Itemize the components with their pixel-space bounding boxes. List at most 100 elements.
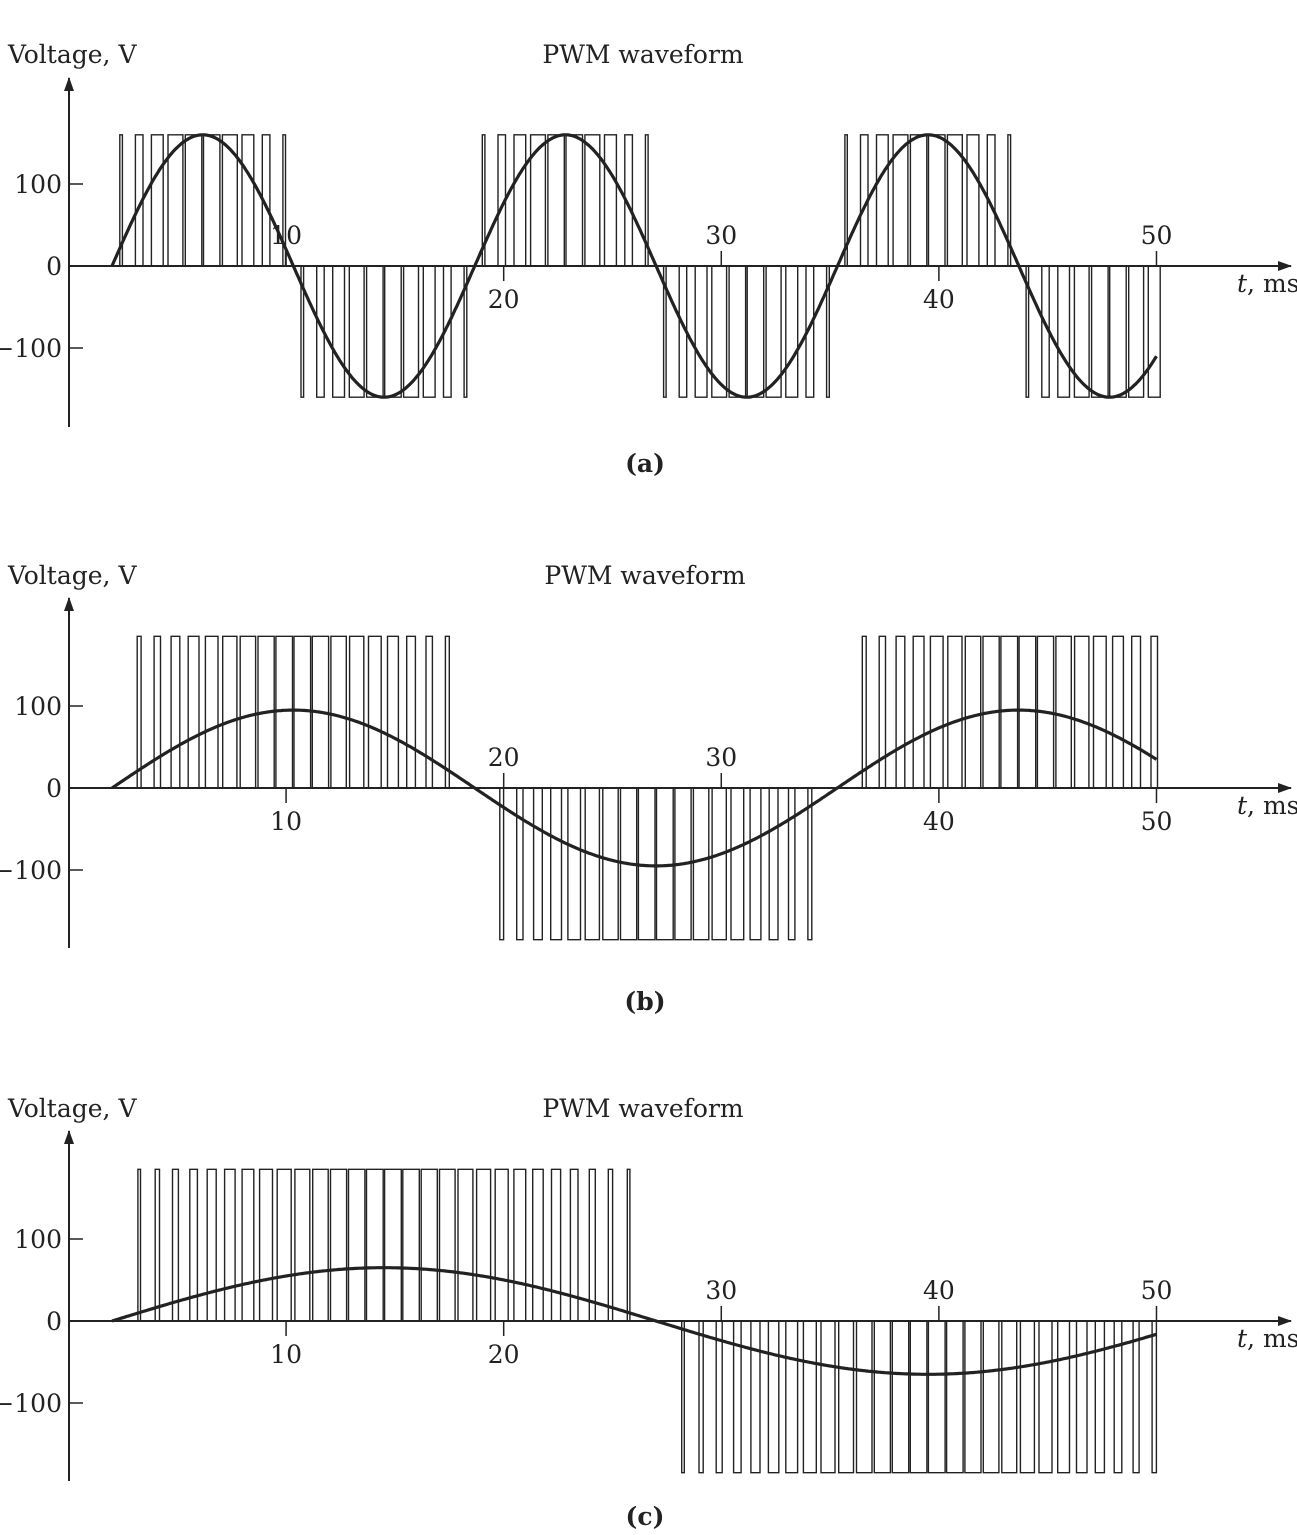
x-tick-label: 10 <box>270 807 302 836</box>
x-tick-label: 30 <box>705 221 737 250</box>
pwm-pulse <box>681 1321 685 1474</box>
pwm-pulse <box>365 266 384 398</box>
pwm-pulse <box>282 134 287 266</box>
sine-reference-curve <box>110 133 1158 399</box>
chart-title: PWM waveform <box>542 1094 744 1123</box>
x-axis-label-unit: , ms <box>1247 1324 1297 1353</box>
pwm-pulse <box>330 635 347 788</box>
pwm-pulse <box>532 1168 544 1321</box>
pwm-pulse <box>241 134 255 266</box>
pwm-pulse <box>802 1321 817 1474</box>
pwm-pulse <box>332 266 346 398</box>
caption: (a) <box>625 449 665 478</box>
pwm-pulse <box>153 635 162 788</box>
pwm-pulse <box>825 266 830 398</box>
y-tick-label: 0 <box>46 1307 62 1336</box>
pwm-pulse <box>694 266 708 398</box>
pwm-pulse <box>513 1168 527 1321</box>
pwm-pulse <box>402 266 420 398</box>
pwm-pulse <box>728 266 747 398</box>
pwm-pulse <box>294 1168 311 1321</box>
pwm-pulse <box>119 134 124 266</box>
pwm-pulse <box>223 1168 236 1321</box>
pwm-pulse <box>1019 1321 1036 1474</box>
pwm-pulse <box>584 788 601 941</box>
pwm-pulse <box>1055 635 1072 788</box>
pwm-pulse <box>855 1321 873 1474</box>
pwm-pulse <box>1025 266 1030 398</box>
y-tick-label: −100 <box>0 1389 62 1418</box>
pwm-pulse <box>767 1321 780 1474</box>
chart-title: PWM waveform <box>542 40 744 69</box>
pwm-pulse <box>1113 1321 1123 1474</box>
pwm-pulse <box>909 1321 928 1474</box>
pwm-pulse <box>276 1168 292 1321</box>
pwm-pulse <box>711 266 728 398</box>
pwm-pulse <box>927 1321 946 1474</box>
pwm-pulse <box>222 635 238 788</box>
pwm-pulse <box>749 788 762 941</box>
pwm-pulse <box>241 1168 255 1321</box>
pwm-pulse <box>204 635 219 788</box>
pwm-pulse <box>516 788 524 941</box>
pwm-pulse <box>929 635 944 788</box>
x-tick-label: 40 <box>923 285 955 314</box>
pwm-pulse <box>746 266 765 398</box>
pwm-pulse <box>909 134 928 266</box>
pwm-pulse <box>1057 1321 1071 1474</box>
pwm-pulse <box>838 1321 855 1474</box>
pwm-pulse <box>945 1321 964 1474</box>
pwm-pulse <box>150 134 164 266</box>
pwm-pulse <box>481 134 486 266</box>
pwm-pulse <box>348 266 365 398</box>
pwm-pulse <box>136 635 142 788</box>
pwm-pulse <box>550 788 563 941</box>
pwm-pulse <box>946 134 963 266</box>
pwm-pulse <box>420 1168 438 1321</box>
pwm-pulse <box>187 635 200 788</box>
pwm-pulse <box>1150 635 1159 788</box>
pwm-pulse <box>1075 1321 1088 1474</box>
sine-reference-curve <box>111 708 1158 868</box>
pwm-pulse <box>513 134 527 266</box>
pwm-pulse <box>532 788 543 941</box>
x-axis-label: t, ms <box>1237 1324 1297 1353</box>
pwm-pulse <box>494 1168 509 1321</box>
pwm-pulse <box>184 134 203 266</box>
y-tick-label: 100 <box>14 692 62 721</box>
x-tick-label: 20 <box>488 1340 520 1369</box>
y-tick-label: 100 <box>14 170 62 199</box>
x-tick-label: 50 <box>1141 807 1173 836</box>
pwm-pulse <box>891 1321 910 1474</box>
pwm-pulse <box>844 134 848 266</box>
pwm-pulse <box>861 635 867 788</box>
pwm-pulse <box>383 1168 402 1321</box>
pwm-pulse <box>584 134 601 266</box>
pwm-pulse <box>878 635 887 788</box>
pwm-pulse <box>1131 635 1142 788</box>
pwm-pulse <box>662 266 667 398</box>
pwm-pulse <box>384 266 402 398</box>
pwm-pulse <box>170 635 181 788</box>
x-tick-label: 20 <box>488 285 520 314</box>
pwm-pulse <box>785 266 799 398</box>
pwm-pulse <box>1090 266 1109 398</box>
pwm-pulse <box>588 1168 596 1321</box>
x-axis-label-var: t <box>1237 269 1248 298</box>
x-tick-label: 20 <box>488 743 520 772</box>
pwm-pulse <box>422 266 436 398</box>
x-tick-label: 40 <box>923 807 955 836</box>
pwm-pulse <box>425 635 434 788</box>
pwm-pulse <box>457 1168 474 1321</box>
pwm-pulse <box>347 1168 366 1321</box>
x-tick-label: 30 <box>705 1276 737 1305</box>
pwm-pulse <box>1094 1321 1106 1474</box>
pwm-pulse <box>1007 134 1012 266</box>
pwm-pulse <box>239 635 257 788</box>
pwm-pulse <box>475 1168 492 1321</box>
pwm-pulse <box>329 1168 348 1321</box>
pwm-pulse <box>1092 635 1107 788</box>
pwm-pulse <box>444 635 450 788</box>
pwm-pulse <box>137 1168 142 1321</box>
pwm-pulse <box>947 635 963 788</box>
